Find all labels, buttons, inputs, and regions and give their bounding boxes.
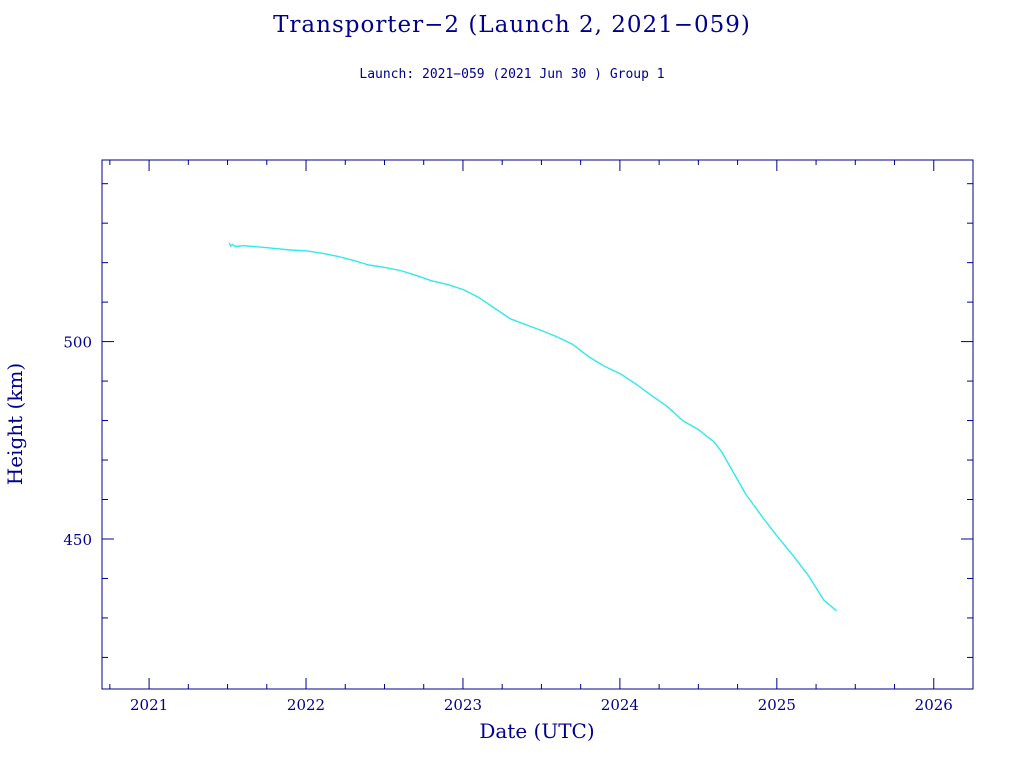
series-group — [228, 242, 837, 612]
y-minor-ticks — [102, 183, 973, 658]
y-tick-labels: 450 500 — [63, 334, 92, 549]
chart-subtitle: Launch: 2021−059 (2021 Jun 30 ) Group 1 — [359, 67, 665, 82]
y-tick-label: 450 — [63, 531, 92, 549]
x-axis-label: Date (UTC) — [479, 719, 594, 743]
x-tick-label: 2023 — [444, 696, 482, 714]
x-tick-labels: 2021 2022 2023 2024 2025 2026 — [130, 696, 953, 714]
plot-area-frame — [101, 159, 974, 690]
y-major-ticks — [102, 341, 973, 540]
x-minor-ticks — [109, 160, 974, 689]
x-tick-label: 2024 — [601, 696, 639, 714]
x-tick-label: 2026 — [915, 696, 953, 714]
y-tick-label: 500 — [63, 334, 92, 352]
chart-title: Transporter−2 (Launch 2, 2021−059) — [273, 12, 751, 38]
x-tick-label: 2021 — [130, 696, 168, 714]
series-line — [228, 242, 837, 612]
x-tick-label: 2025 — [758, 696, 796, 714]
x-major-ticks — [148, 160, 935, 689]
y-axis-label: Height (km) — [3, 363, 27, 485]
x-tick-label: 2022 — [287, 696, 325, 714]
